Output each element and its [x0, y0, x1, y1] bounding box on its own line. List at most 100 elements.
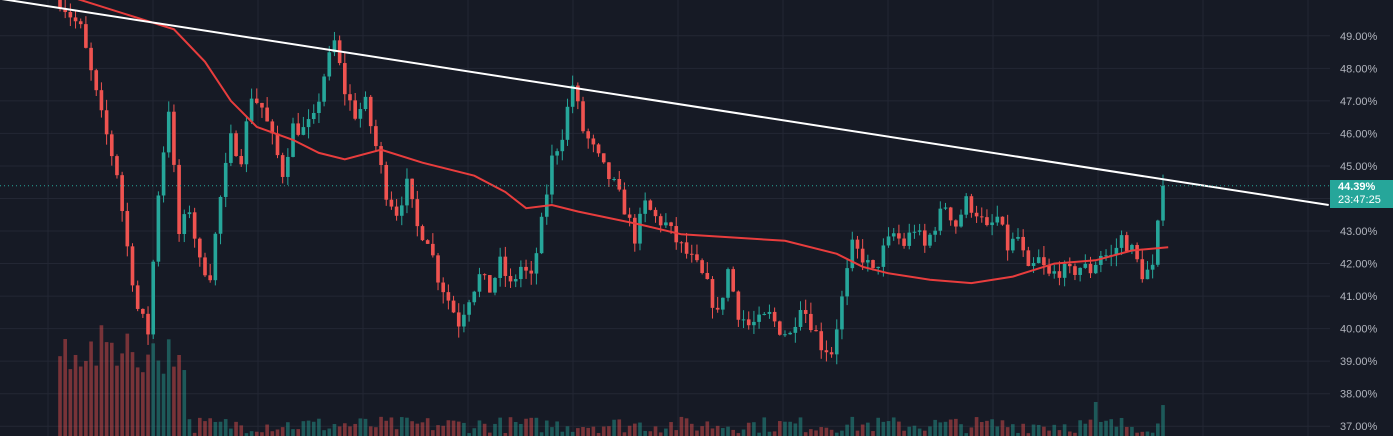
candle-body: [752, 321, 756, 326]
volume-bar: [700, 426, 704, 436]
volume-bar: [322, 430, 326, 436]
volume-bar: [664, 428, 668, 436]
candle-body: [726, 269, 730, 298]
volume-bar: [974, 417, 979, 436]
candle-body: [322, 76, 326, 102]
candle-body: [860, 248, 865, 263]
candle-body: [1104, 255, 1108, 257]
candle-body: [115, 156, 119, 176]
volume-bar: [130, 352, 135, 436]
volume-bar: [1109, 419, 1114, 436]
candle-body: [456, 312, 461, 327]
volume-bar: [550, 427, 554, 436]
volume-bar: [1093, 401, 1098, 436]
candle-body: [1093, 264, 1098, 274]
candle-body: [172, 111, 176, 165]
candle-body: [684, 242, 689, 254]
candle-body: [1021, 236, 1025, 251]
volume-bar: [462, 422, 466, 436]
candle-body: [1057, 271, 1062, 278]
candle-body: [342, 63, 347, 95]
volume-bar: [581, 426, 585, 436]
volume-bar: [467, 433, 471, 436]
candle-body: [695, 254, 699, 261]
candle-body: [161, 152, 166, 196]
y-tick-label: 49.00%: [1340, 31, 1378, 43]
volume-bar: [493, 423, 497, 436]
candle-body: [317, 101, 321, 113]
candle-body: [550, 155, 554, 195]
candle-body: [1026, 250, 1031, 266]
volume-bar: [431, 430, 435, 436]
volume-bar: [529, 417, 534, 436]
volume-bar: [275, 429, 280, 436]
candle-body: [192, 212, 197, 239]
candle-body: [731, 269, 736, 292]
candle-body: [746, 319, 751, 326]
volume-bar: [783, 421, 787, 436]
volume-bar: [943, 421, 948, 436]
volume-bar: [508, 417, 513, 436]
volume-bar: [311, 421, 316, 436]
volume-bar: [270, 431, 275, 436]
candle-body: [89, 47, 93, 71]
candle-body: [260, 102, 264, 108]
volume-bar: [166, 339, 171, 436]
candle-body: [420, 226, 425, 241]
volume-bar: [721, 428, 725, 436]
volume-bar: [342, 423, 347, 436]
volume-bar: [954, 418, 958, 436]
volume-bar: [814, 430, 818, 436]
volume-bar: [565, 426, 570, 436]
volume-bar: [332, 424, 337, 436]
candle-body: [384, 165, 389, 200]
volume-bar: [513, 421, 518, 436]
volume-bar: [503, 433, 508, 436]
candle-body: [539, 216, 544, 254]
candle-body: [78, 21, 83, 25]
volume-bar: [1016, 432, 1020, 436]
volume-bar: [617, 419, 622, 436]
candle-body: [793, 326, 798, 333]
volume-bar: [648, 431, 653, 436]
volume-bar: [586, 427, 591, 436]
volume-bar: [374, 427, 378, 436]
candle-body: [477, 274, 482, 292]
candle-body: [1114, 247, 1119, 256]
candle-body: [933, 230, 937, 235]
candle-body: [239, 156, 244, 165]
volume-bar: [234, 421, 238, 436]
volume-bar: [306, 420, 311, 436]
volume-bar: [1000, 420, 1005, 436]
volume-bar: [415, 423, 420, 436]
volume-bar: [379, 416, 383, 436]
volume-bar: [933, 419, 937, 436]
volume-bar: [1114, 426, 1119, 436]
candle-body: [187, 212, 192, 215]
volume-bar: [917, 428, 922, 436]
candle-body: [736, 291, 741, 320]
volume-bar: [653, 426, 658, 436]
candle-body: [1156, 220, 1160, 265]
candle-body: [213, 233, 218, 281]
candle-body: [876, 266, 881, 268]
volume-bar: [741, 429, 746, 436]
candle-body: [451, 300, 456, 313]
volume-bar: [803, 432, 808, 436]
volume-bar: [658, 432, 663, 436]
candle-body: [560, 139, 565, 152]
candle-body: [1047, 265, 1051, 274]
candle-body: [871, 260, 875, 268]
volume-bar: [534, 417, 539, 436]
candle-body: [166, 111, 171, 153]
volume-bar: [84, 360, 88, 436]
candle-body: [265, 107, 269, 122]
volume-bar: [1145, 431, 1150, 436]
volume-bar: [286, 422, 290, 436]
candle-body: [855, 239, 860, 249]
y-tick-label: 40.00%: [1340, 324, 1378, 336]
candle-body: [622, 189, 627, 215]
volume-bar: [141, 372, 145, 436]
